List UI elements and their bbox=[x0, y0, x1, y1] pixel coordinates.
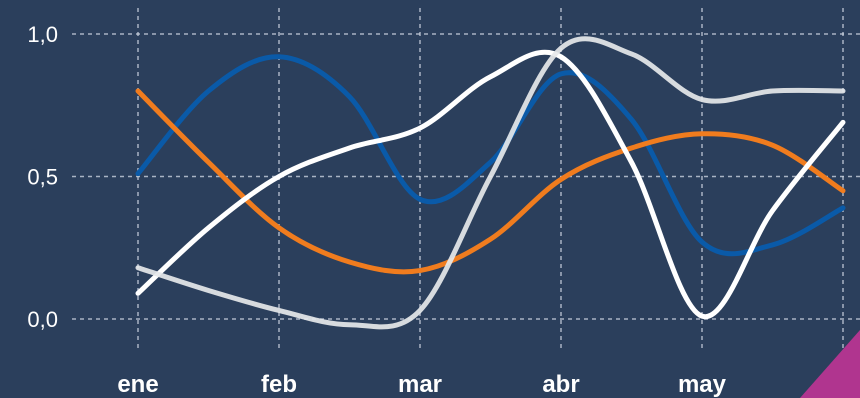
x-axis-ticks: ene feb mar abr may bbox=[117, 371, 726, 398]
x-tick-label: mar bbox=[398, 371, 442, 398]
y-axis-ticks: 1,0 0,5 0,0 bbox=[27, 22, 58, 332]
y-tick-label: 1,0 bbox=[27, 22, 58, 47]
y-tick-label: 0,5 bbox=[27, 165, 58, 190]
series-line bbox=[135, 36, 846, 330]
x-tick-label: may bbox=[678, 371, 727, 398]
series-line bbox=[135, 49, 846, 319]
grid-layer bbox=[72, 8, 860, 352]
y-tick-label: 0,0 bbox=[27, 307, 58, 332]
x-tick-label: abr bbox=[542, 371, 579, 398]
corner-decoration bbox=[800, 330, 860, 398]
x-tick-label: feb bbox=[261, 371, 297, 398]
series-layer bbox=[135, 36, 846, 330]
series-line bbox=[135, 54, 846, 257]
x-tick-label: ene bbox=[117, 371, 158, 398]
